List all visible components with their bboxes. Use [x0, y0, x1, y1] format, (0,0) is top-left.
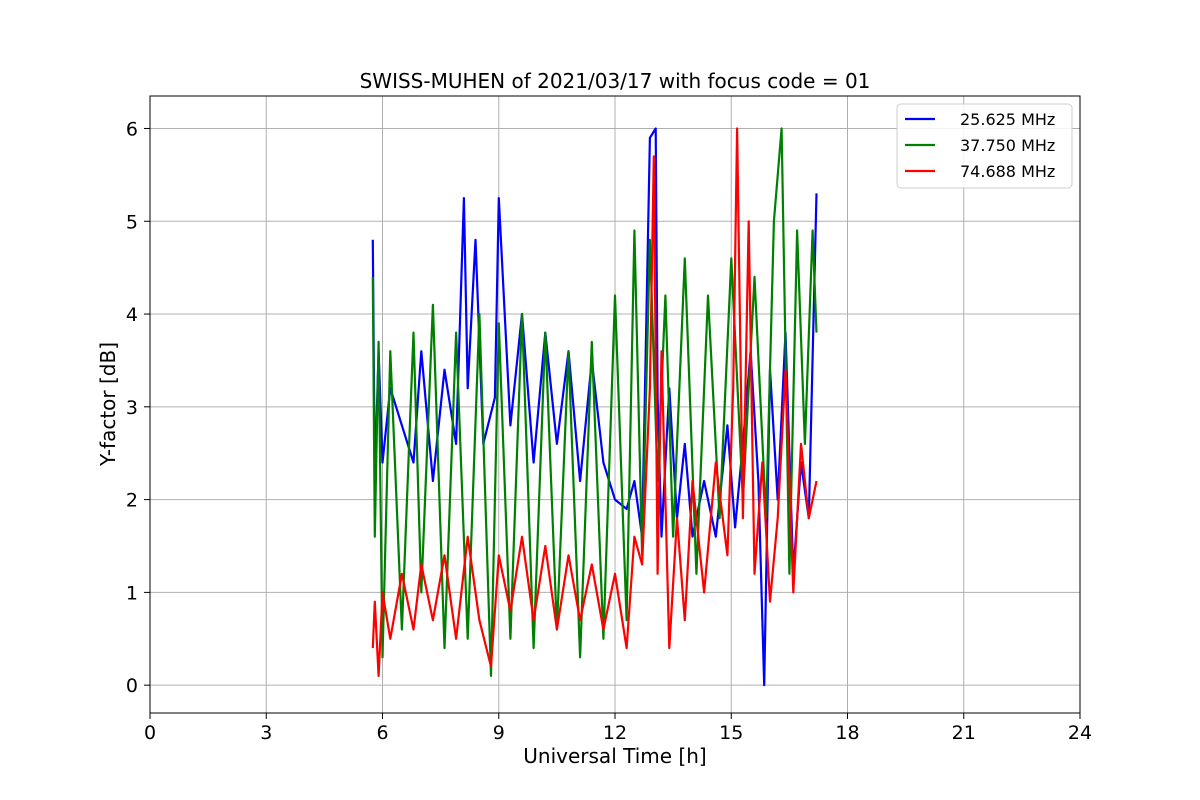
- y-tick-label: 2: [126, 490, 138, 512]
- x-tick-label: 12: [603, 722, 627, 744]
- y-axis-label: Y-factor [dB]: [96, 342, 120, 467]
- grid: [149, 96, 1081, 713]
- legend-entry-label: 37.750 MHz: [960, 136, 1055, 155]
- chart-title: SWISS-MUHEN of 2021/03/17 with focus cod…: [360, 69, 871, 93]
- legend-box: [896, 103, 1073, 189]
- legend-entry-label: 25.625 MHz: [960, 110, 1055, 129]
- legend: 25.625 MHz 37.750 MHz 74.688 MHz: [896, 103, 1073, 189]
- y-tick-label: 6: [126, 118, 138, 140]
- legend-entry-label: 74.688 MHz: [960, 162, 1055, 181]
- x-tick-label: 15: [719, 722, 743, 744]
- y-tick-label: 3: [126, 397, 138, 419]
- x-tick-label: 18: [835, 722, 859, 744]
- x-tick-label: 21: [952, 722, 976, 744]
- series-line-3: [371, 127, 818, 678]
- x-tick-label: 9: [493, 722, 505, 744]
- y-tick-label: 5: [126, 211, 138, 233]
- x-axis-label: Universal Time [h]: [523, 744, 706, 768]
- series-line-2: [371, 127, 818, 678]
- y-tick-label: 0: [126, 675, 138, 697]
- x-tick-label: 0: [144, 722, 156, 744]
- x-tick-label: 24: [1068, 722, 1092, 744]
- y-tick-label: 4: [126, 304, 138, 326]
- series-layer: [371, 127, 818, 687]
- series-line-1: [371, 127, 818, 687]
- x-tick-label: 3: [260, 722, 272, 744]
- x-tick-label: 6: [376, 722, 388, 744]
- y-tick-label: 1: [126, 582, 138, 604]
